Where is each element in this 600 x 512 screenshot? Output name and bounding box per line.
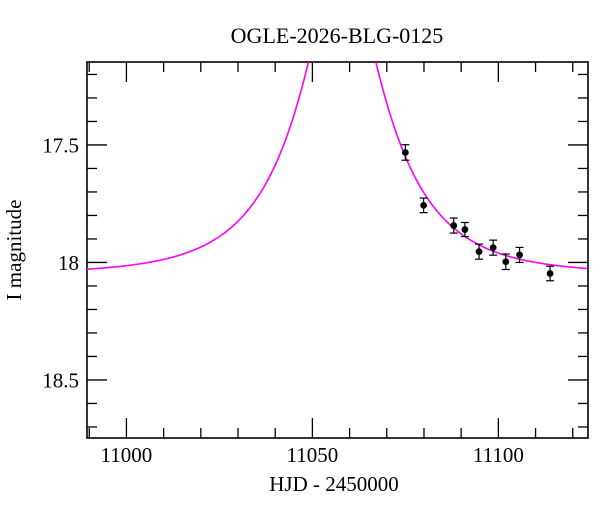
data-point	[460, 221, 469, 238]
data-point	[449, 217, 458, 234]
x-tick-labels: 11000 11050 11100	[101, 443, 524, 467]
x-tick-label: 11000	[101, 443, 153, 467]
data-point	[475, 243, 484, 260]
x-axis-label: HJD - 2450000	[269, 472, 399, 496]
data-point	[515, 246, 524, 264]
model-curve	[87, 62, 588, 270]
data-point	[489, 239, 498, 256]
y-tick-labels: 17.5 18 18.5	[42, 133, 79, 392]
data-points	[401, 144, 555, 282]
plot-content: 11000 11050 11100 17.5 18 18.5	[42, 61, 589, 467]
photometry-marker	[401, 149, 409, 156]
photometry-marker	[516, 251, 523, 259]
y-tick-label: 18	[58, 251, 79, 275]
axis-ticks	[87, 62, 588, 438]
photometry-marker	[546, 270, 554, 277]
x-tick-label: 11050	[287, 443, 339, 467]
photometry-marker	[461, 226, 469, 233]
photometry-marker	[502, 258, 510, 266]
plot-title: OGLE-2026-BLG-0125	[231, 23, 444, 48]
x-tick-label: 11100	[473, 443, 524, 467]
y-axis-label: I magnitude	[2, 200, 26, 301]
data-point	[501, 253, 510, 271]
data-point	[546, 265, 555, 282]
photometry-marker	[420, 201, 428, 209]
data-point	[419, 197, 428, 214]
data-point	[401, 144, 410, 161]
y-tick-label: 18.5	[42, 368, 79, 392]
photometry-marker	[450, 222, 458, 229]
y-tick-label: 17.5	[42, 133, 79, 157]
photometry-marker	[489, 244, 497, 252]
plot-frame	[86, 61, 589, 439]
photometry-marker	[475, 248, 483, 256]
